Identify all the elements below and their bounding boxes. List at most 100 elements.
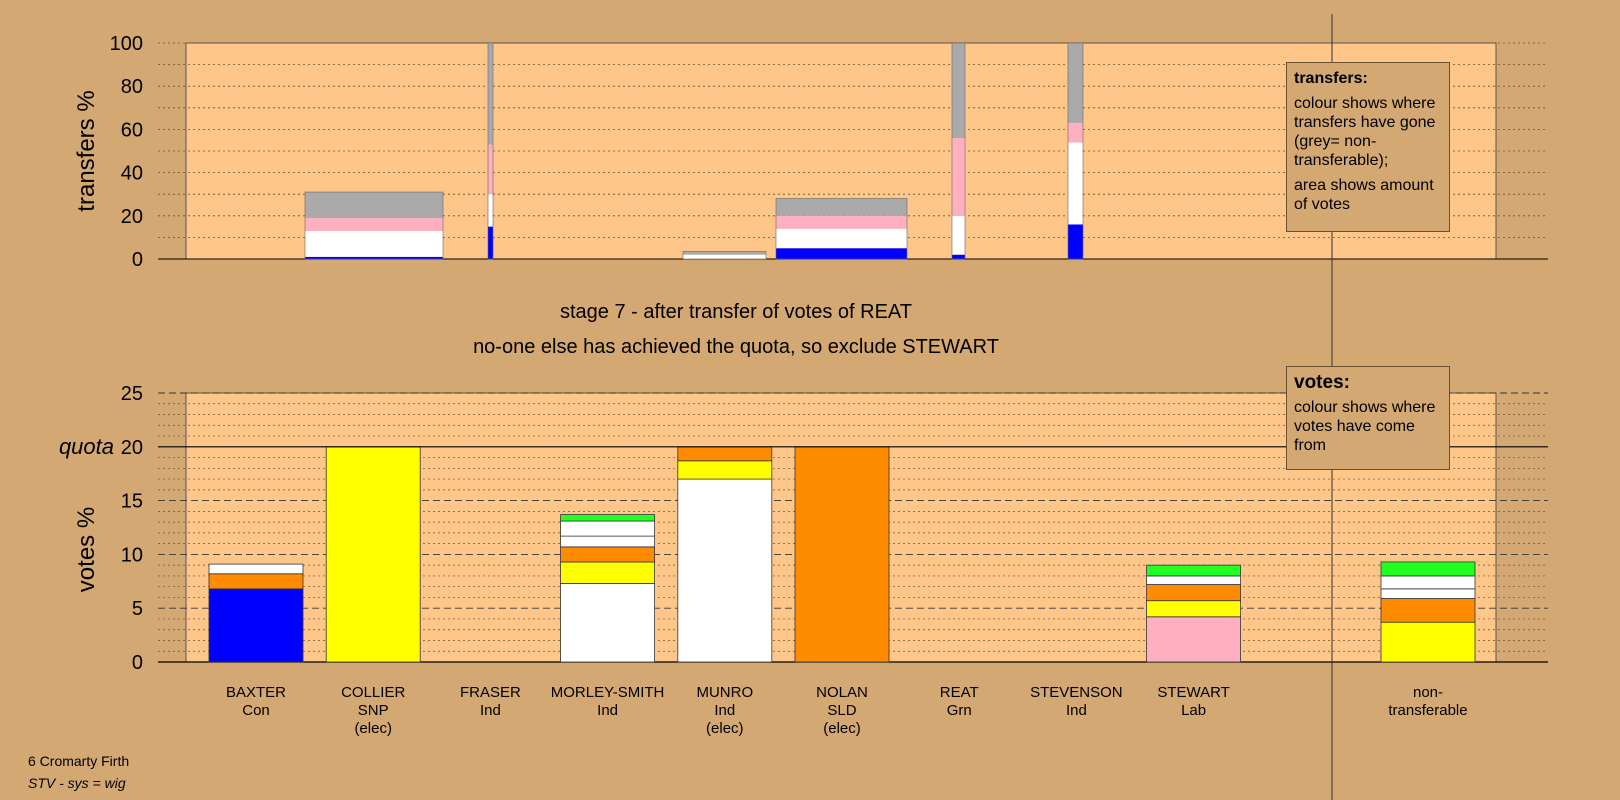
transfers-legend-text2: area shows amount of votes bbox=[1294, 177, 1434, 213]
vote-segment-collier-snp-0 bbox=[325, 446, 421, 663]
transfer-segment-munro-nontransferable bbox=[776, 198, 907, 216]
candidate-label-non: non- bbox=[1413, 684, 1443, 701]
transfer-segment-morley-smith-ind bbox=[683, 254, 766, 259]
vote-segment-morley-smith-snp-1 bbox=[560, 561, 655, 584]
transfers-y-tick: 20 bbox=[121, 206, 143, 228]
candidate-label-nolan: NOLAN bbox=[816, 684, 868, 701]
vote-segment-non-sld-1 bbox=[1380, 598, 1476, 623]
votes-legend-text1: colour shows where votes have come from bbox=[1294, 399, 1436, 454]
vote-segment-stewart-ind-3 bbox=[1146, 575, 1241, 585]
votes-y-tick: 25 bbox=[121, 383, 143, 405]
candidate-label-collier: SNP bbox=[358, 702, 389, 719]
candidate-label-stewart: STEWART bbox=[1157, 684, 1230, 701]
footer-system: STV - sys = wig bbox=[28, 775, 126, 791]
transfers-y-label: transfers % bbox=[73, 90, 100, 211]
transfer-segment-morley-smith-nontransferable bbox=[683, 251, 766, 255]
transfer-bar-reat bbox=[951, 42, 966, 260]
candidate-label-fraser: FRASER bbox=[460, 684, 521, 701]
candidate-label-reat: REAT bbox=[940, 684, 979, 701]
candidate-label-collier: (elec) bbox=[354, 720, 392, 737]
candidate-label-munro: (elec) bbox=[706, 720, 744, 737]
transfers-y-tick: 0 bbox=[132, 249, 143, 271]
candidate-label-baxter: BAXTER bbox=[226, 684, 286, 701]
candidate-label-stevenson: Ind bbox=[1066, 702, 1087, 719]
vote-segment-morley-smith-grn-5 bbox=[560, 514, 655, 522]
transfer-segment-reat-nontransferable bbox=[952, 43, 965, 139]
stage-subtitle: no-one else has achieved the quota, so e… bbox=[473, 336, 999, 358]
vote-segment-baxter-sld-1 bbox=[208, 573, 304, 590]
transfers-legend: transfers: colour shows where transfers … bbox=[1286, 62, 1450, 232]
vote-segment-baxter-con-0 bbox=[208, 588, 304, 663]
votes-legend-title: votes: bbox=[1294, 372, 1350, 393]
transfer-segment-fraser-ind bbox=[488, 194, 493, 227]
stage-title: stage 7 - after transfer of votes of REA… bbox=[560, 301, 912, 323]
transfers-y-tick: 100 bbox=[110, 33, 143, 55]
transfer-segment-munro-con bbox=[776, 248, 907, 259]
transfer-segment-stevenson-ind bbox=[1068, 142, 1083, 225]
transfer-segment-reat-ind bbox=[952, 215, 965, 255]
vote-segment-non-grn-4 bbox=[1380, 561, 1476, 577]
transfer-segment-munro-ind bbox=[776, 228, 907, 249]
votes-y-tick: 0 bbox=[132, 652, 143, 674]
votes-legend: votes: colour shows where votes have com… bbox=[1286, 366, 1450, 470]
transfer-bar-morley-smith bbox=[682, 251, 767, 260]
candidate-label-morley-smith: MORLEY-SMITH bbox=[551, 684, 665, 701]
vote-segment-morley-smith-ind-4 bbox=[560, 520, 655, 537]
vote-segment-morley-smith-ind-0 bbox=[560, 583, 655, 663]
vote-segment-non-ind-2 bbox=[1380, 588, 1476, 599]
vote-segment-stewart-sld-2 bbox=[1146, 584, 1241, 602]
transfer-segment-baxter-ind bbox=[305, 230, 443, 257]
candidate-label-fraser: Ind bbox=[480, 702, 501, 719]
vote-segment-nolan-sld-0 bbox=[794, 446, 890, 663]
vote-segment-munro-ind-0 bbox=[677, 478, 773, 663]
vote-segment-non-ind-3 bbox=[1380, 575, 1476, 590]
transfer-segment-fraser-nontransferable bbox=[488, 43, 493, 145]
transfer-bar-fraser bbox=[487, 42, 494, 260]
votes-y-tick: 5 bbox=[132, 598, 143, 620]
vote-segment-stewart-snp-1 bbox=[1146, 600, 1241, 618]
transfer-segment-reat-lab bbox=[952, 138, 965, 216]
transfer-segment-fraser-lab bbox=[488, 144, 493, 195]
transfer-bar-baxter bbox=[304, 191, 444, 260]
transfers-y-tick: 40 bbox=[121, 163, 143, 185]
transfer-segment-stevenson-con bbox=[1068, 224, 1083, 259]
transfer-segment-stevenson-lab bbox=[1068, 122, 1083, 143]
candidate-label-stevenson: STEVENSON bbox=[1030, 684, 1123, 701]
candidate-label-nolan: (elec) bbox=[823, 720, 861, 737]
vote-segment-stewart-grn-4 bbox=[1146, 564, 1241, 577]
transfer-segment-baxter-lab bbox=[305, 217, 443, 231]
votes-y-tick: 10 bbox=[121, 544, 143, 566]
transfer-bar-stevenson bbox=[1067, 42, 1084, 260]
candidate-label-morley-smith: Ind bbox=[597, 702, 618, 719]
transfers-legend-text1: colour shows where transfers have gone (… bbox=[1294, 95, 1436, 169]
candidate-label-baxter: Con bbox=[242, 702, 270, 719]
transfer-segment-baxter-con bbox=[305, 256, 443, 259]
vote-segment-morley-smith-sld-2 bbox=[560, 546, 655, 563]
candidate-label-collier: COLLIER bbox=[341, 684, 405, 701]
votes-y-label: votes % bbox=[73, 507, 100, 592]
transfer-segment-reat-con bbox=[952, 254, 965, 259]
votes-y-tick: 15 bbox=[121, 491, 143, 513]
votes-y-tick: 20 bbox=[121, 437, 143, 459]
footer-constituency: 6 Cromarty Firth bbox=[28, 753, 129, 769]
candidate-label-munro: Ind bbox=[714, 702, 735, 719]
transfer-bar-munro bbox=[775, 198, 908, 260]
vote-segment-baxter-ind-2 bbox=[208, 563, 304, 575]
transfer-segment-munro-lab bbox=[776, 215, 907, 229]
vote-segment-munro-sld-2 bbox=[677, 446, 773, 462]
candidate-label-nolan: SLD bbox=[827, 702, 856, 719]
vote-segment-non-snp-0 bbox=[1380, 621, 1476, 663]
vote-segment-stewart-lab-0 bbox=[1146, 616, 1241, 663]
transfers-y-tick: 60 bbox=[121, 119, 143, 141]
transfer-segment-baxter-nontransferable bbox=[305, 192, 443, 218]
candidate-label-reat: Grn bbox=[947, 702, 972, 719]
quota-label: quota bbox=[59, 434, 114, 459]
vote-segment-munro-snp-1 bbox=[677, 460, 773, 480]
transfers-legend-title: transfers: bbox=[1294, 70, 1368, 87]
transfers-chart: 0 20 40 60 80 100 transfers % bbox=[73, 33, 1548, 271]
transfers-y-tick: 80 bbox=[121, 76, 143, 98]
transfer-segment-fraser-con bbox=[488, 226, 493, 259]
